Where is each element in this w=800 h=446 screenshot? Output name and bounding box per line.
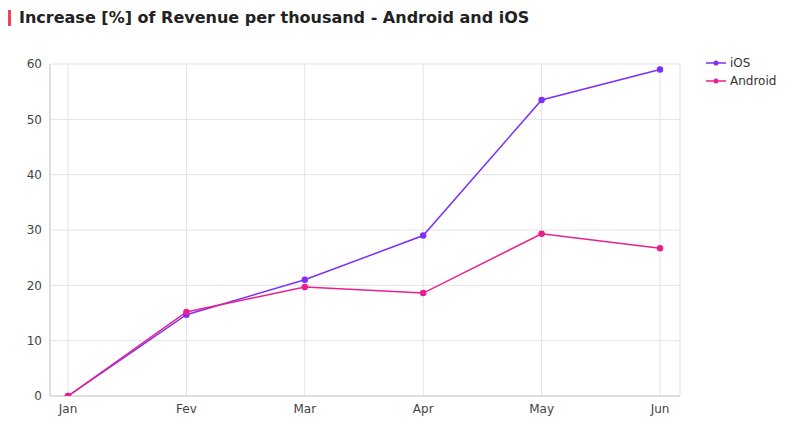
svg-text:Jan: Jan [58, 402, 78, 416]
html-text:iOS: iOS [730, 56, 751, 70]
svg-text:40: 40 [27, 168, 42, 182]
svg-text:30: 30 [27, 223, 42, 237]
svg-text:May: May [529, 402, 554, 416]
svg-text:Mar: Mar [293, 402, 316, 416]
svg-text:60: 60 [27, 57, 42, 71]
svg-text:Jun: Jun [650, 402, 670, 416]
svg-text:Apr: Apr [413, 402, 434, 416]
svg-text:Fev: Fev [176, 402, 197, 416]
html-text:Increase [%] of Revenue per th: Increase [%] of Revenue per thousand - A… [19, 8, 530, 27]
svg-text:20: 20 [27, 279, 42, 293]
svg-text:10: 10 [27, 334, 42, 348]
svg-text:0: 0 [34, 389, 42, 403]
svg-text:50: 50 [27, 113, 42, 127]
html-text:Android: Android [730, 74, 777, 88]
